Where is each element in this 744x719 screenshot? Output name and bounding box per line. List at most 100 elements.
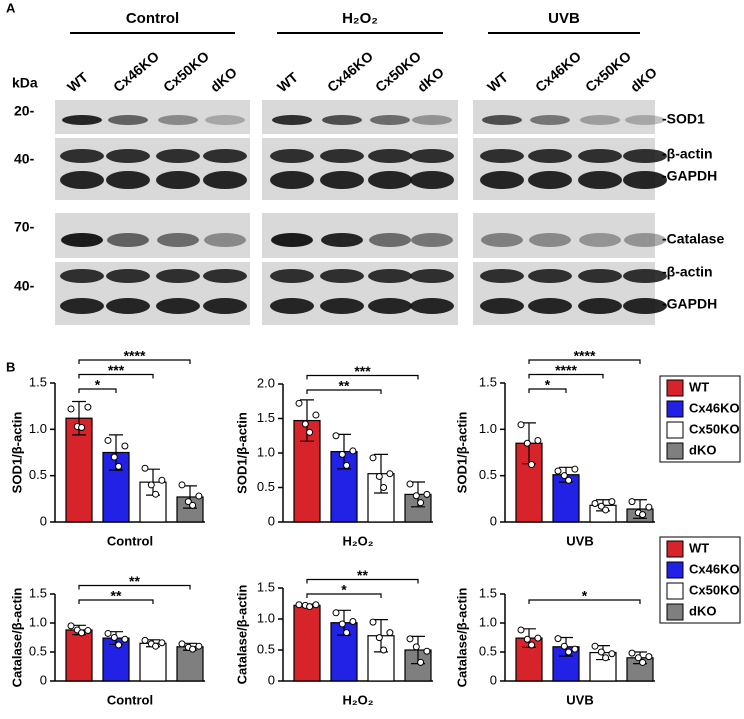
legend-label: WT xyxy=(689,379,709,394)
data-point xyxy=(528,641,536,649)
data-point xyxy=(189,645,197,653)
significance-bracket xyxy=(528,599,641,604)
kda-marker: 40- xyxy=(14,151,35,167)
bar xyxy=(293,604,321,682)
band xyxy=(480,171,524,189)
data-point xyxy=(158,476,166,484)
legend-swatch xyxy=(666,421,684,439)
data-point xyxy=(110,453,118,461)
y-tick-label: 1.5 xyxy=(257,579,275,594)
band xyxy=(158,115,198,125)
data-point xyxy=(565,648,573,656)
legend-swatch xyxy=(666,540,684,558)
data-point xyxy=(571,465,579,473)
x-axis-label: H₂O₂ xyxy=(342,692,373,707)
band xyxy=(578,269,622,283)
y-tick-label: 1.5 xyxy=(29,374,47,389)
band xyxy=(480,269,524,283)
lane-label: dKO xyxy=(627,64,660,95)
significance-bracket xyxy=(528,388,567,393)
y-tick-label: 1.0 xyxy=(29,421,47,436)
data-point xyxy=(152,642,160,650)
data-point xyxy=(312,411,320,419)
panel-label: B xyxy=(6,359,15,374)
data-point xyxy=(332,609,340,617)
band xyxy=(528,298,572,314)
legend-label: WT xyxy=(689,540,709,555)
y-tick-label: 0 xyxy=(490,672,497,687)
band xyxy=(271,233,313,247)
legend-swatch xyxy=(666,400,684,418)
data-point xyxy=(565,476,573,484)
significance-bracket xyxy=(306,389,382,394)
x-axis-label: UVB xyxy=(566,533,593,548)
data-point xyxy=(301,420,309,428)
y-tick-label: 0.5 xyxy=(479,467,497,482)
band xyxy=(203,298,247,314)
band xyxy=(60,171,104,189)
significance-label: ** xyxy=(111,588,122,604)
y-tick-label: 0 xyxy=(40,513,47,528)
data-point xyxy=(386,470,394,478)
data-point xyxy=(639,511,647,519)
data-point xyxy=(332,432,340,440)
significance-label: **** xyxy=(555,362,577,378)
band xyxy=(62,115,102,125)
legend-swatch xyxy=(666,582,684,600)
data-point xyxy=(121,635,129,643)
significance-bracket xyxy=(306,578,419,584)
x-axis-label: H₂O₂ xyxy=(342,533,373,548)
data-point xyxy=(295,601,303,609)
data-point xyxy=(78,423,86,431)
significance-label: **** xyxy=(574,348,596,364)
data-point xyxy=(104,629,112,637)
y-tick-label: 0 xyxy=(268,672,275,687)
y-tick-label: 1.0 xyxy=(479,614,497,629)
band xyxy=(203,171,247,189)
kda-marker: 40- xyxy=(14,278,35,294)
y-axis-label: SOD1/β-actin xyxy=(234,412,249,494)
data-point xyxy=(306,428,314,436)
data-point xyxy=(517,626,525,634)
x-axis-label: UVB xyxy=(566,692,593,707)
band xyxy=(205,115,245,125)
lane-label: Cx46KO xyxy=(324,48,376,95)
band xyxy=(528,149,572,163)
band-label: -SOD1 xyxy=(662,111,705,127)
band xyxy=(270,149,314,163)
data-point xyxy=(349,617,357,625)
band xyxy=(369,233,411,247)
data-point xyxy=(121,442,129,450)
band xyxy=(623,269,667,283)
blot-strip xyxy=(262,138,458,200)
group-title: Control xyxy=(126,10,179,27)
lane-label: Cx46KO xyxy=(532,48,584,95)
significance-label: ** xyxy=(339,378,350,394)
significance-label: * xyxy=(95,377,101,393)
band xyxy=(106,269,150,283)
kda-marker: 20- xyxy=(14,103,35,119)
significance-label: ** xyxy=(129,573,140,589)
y-tick-label: 0.5 xyxy=(479,643,497,658)
legend-label: dKO xyxy=(689,603,716,618)
bar xyxy=(65,629,93,682)
data-point xyxy=(178,640,186,648)
band xyxy=(321,233,363,247)
lane-label: Cx46KO xyxy=(110,48,162,95)
data-point xyxy=(634,654,642,662)
lane-label: WT xyxy=(484,69,511,96)
bar xyxy=(176,646,204,682)
lane-label: dKO xyxy=(207,64,240,95)
data-point xyxy=(312,601,320,609)
band xyxy=(60,269,104,283)
data-point xyxy=(591,499,599,507)
significance-label: * xyxy=(545,377,551,393)
legend-swatch xyxy=(666,561,684,579)
y-tick-label: 1.5 xyxy=(29,585,47,600)
data-point xyxy=(602,654,610,662)
band xyxy=(368,171,412,189)
band xyxy=(107,233,149,247)
significance-label: * xyxy=(582,588,588,604)
y-tick-label: 0.5 xyxy=(257,641,275,656)
y-tick-label: 1.0 xyxy=(257,610,275,625)
